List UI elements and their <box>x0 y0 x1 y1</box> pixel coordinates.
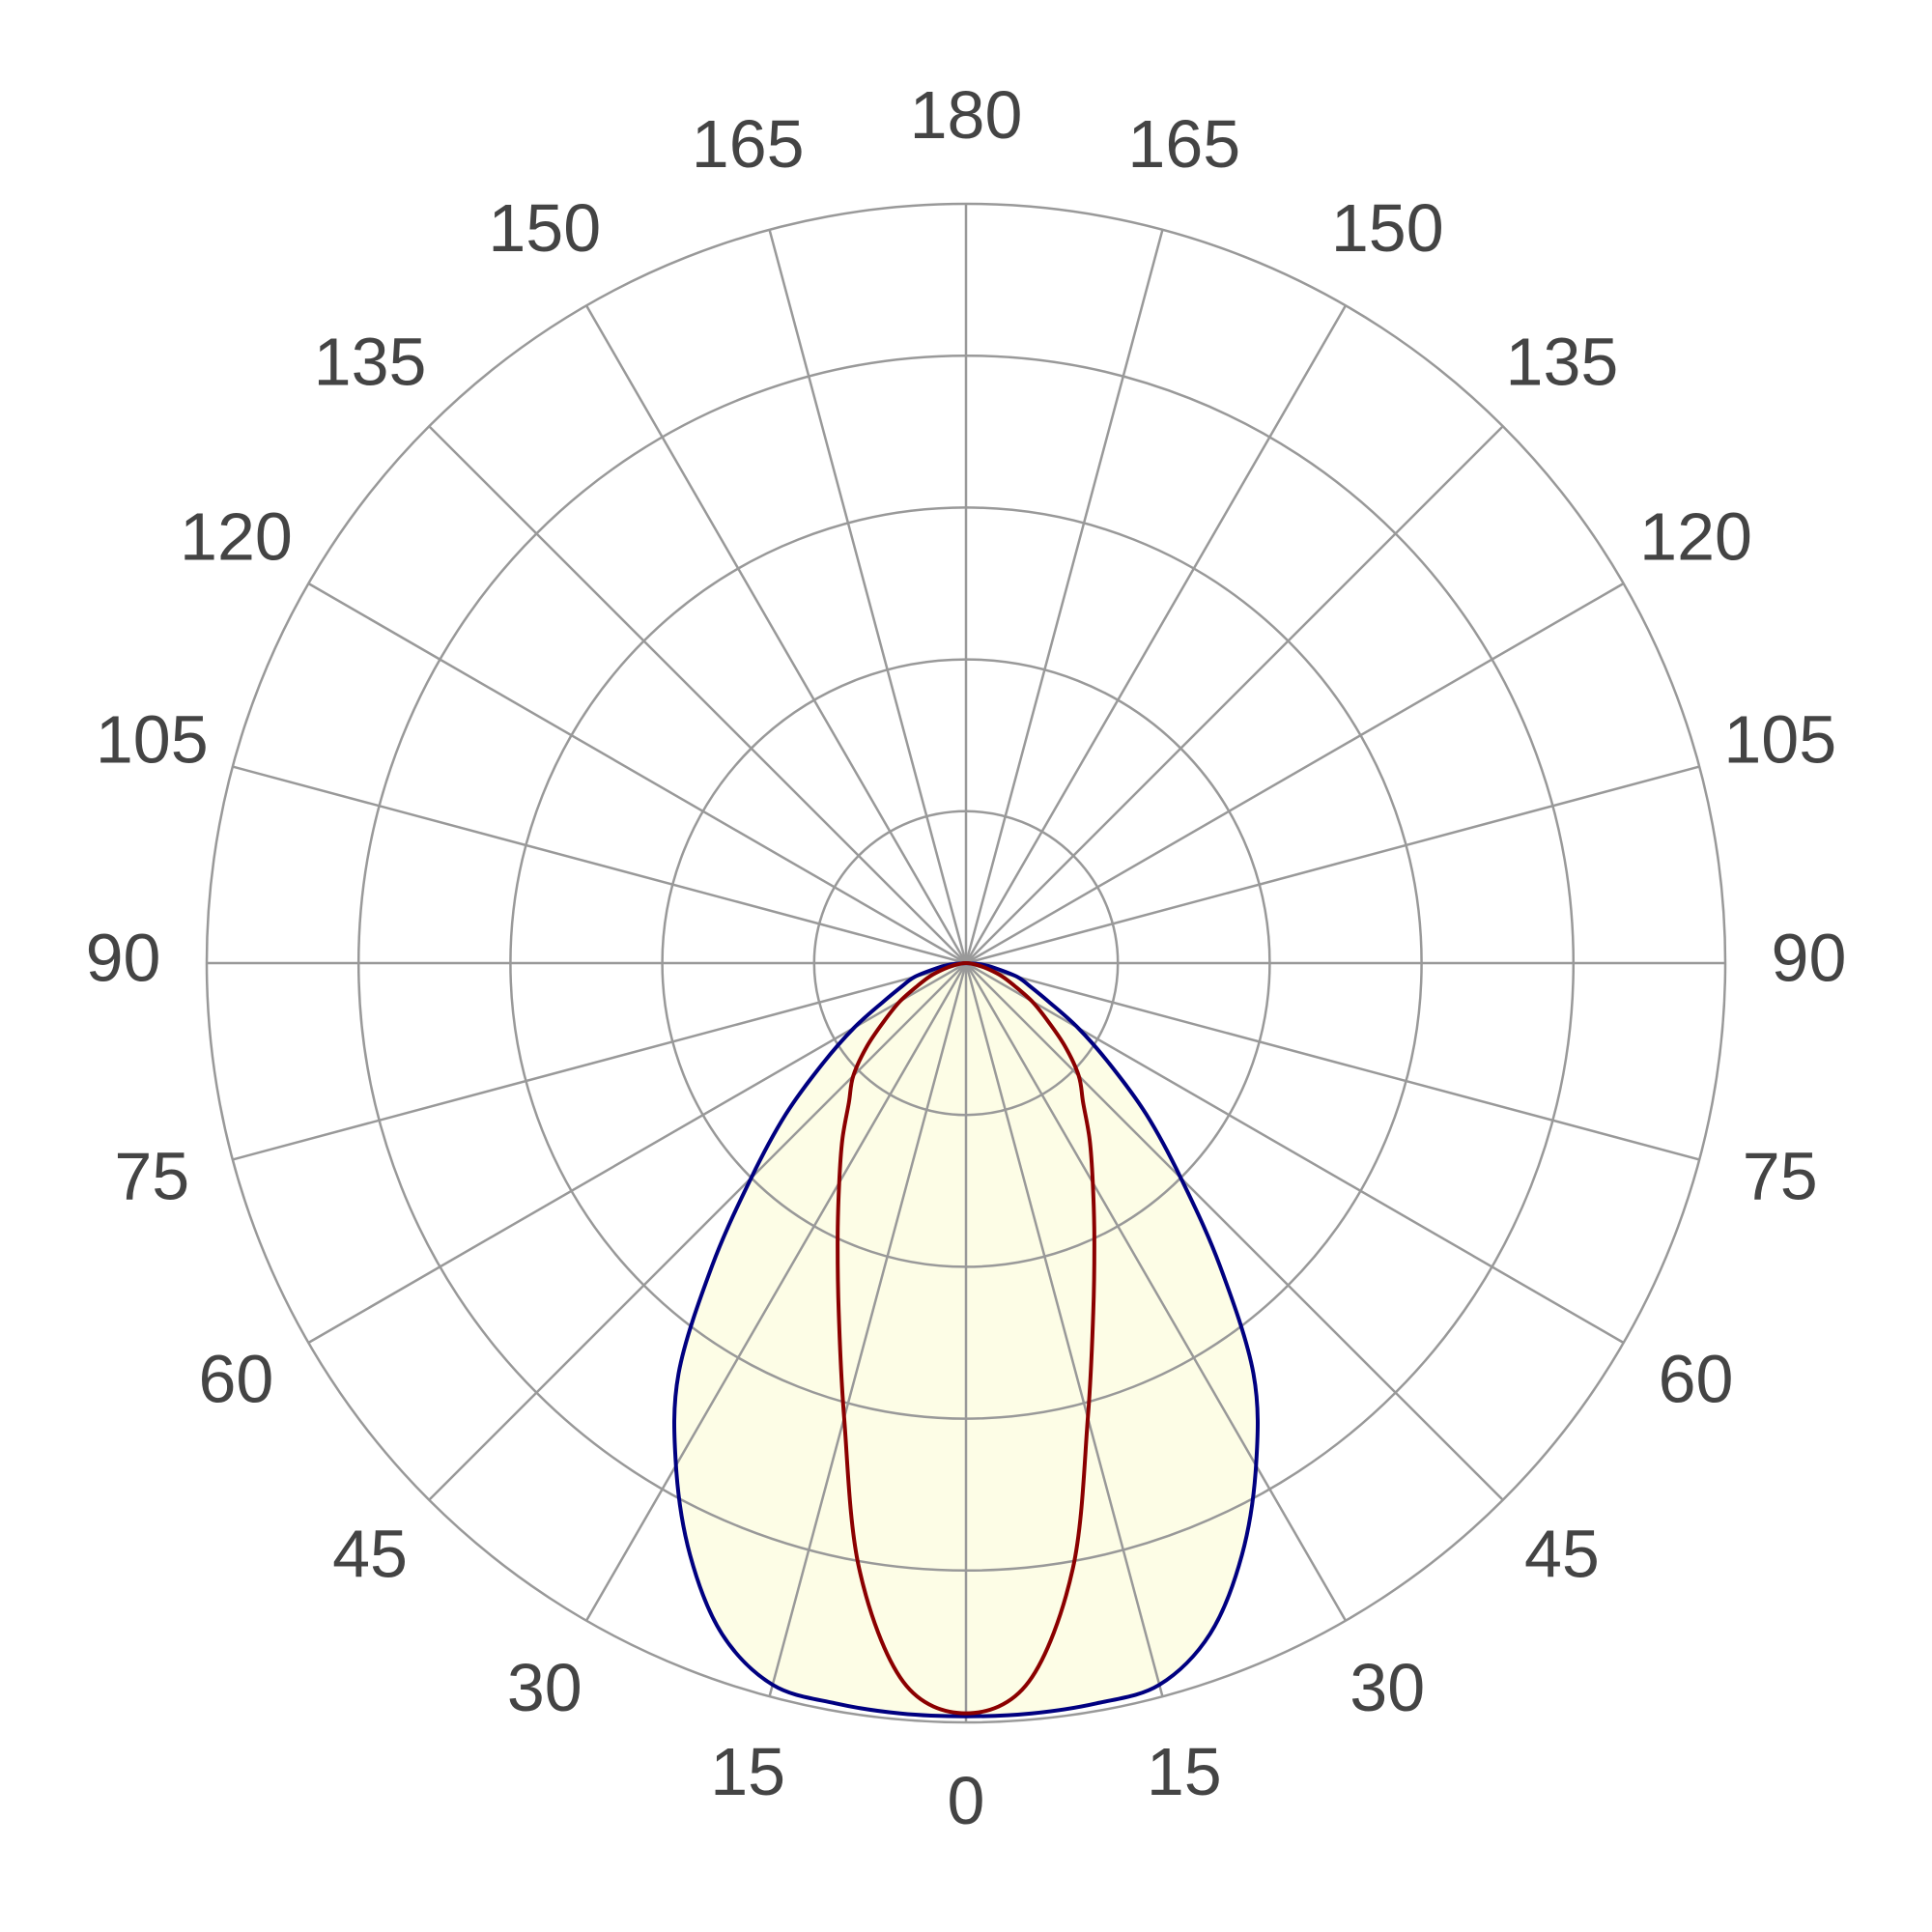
spoke <box>965 425 1504 964</box>
angle-label: 120 <box>1639 498 1752 574</box>
angle-label: 135 <box>1506 325 1619 400</box>
angle-label: 90 <box>86 920 161 995</box>
angle-label: 0 <box>948 1763 985 1838</box>
angle-label: 165 <box>1127 106 1240 182</box>
spoke <box>964 962 1348 1622</box>
spoke <box>964 962 1164 1697</box>
angle-label: 45 <box>1524 1516 1600 1591</box>
curve <box>672 960 1260 1719</box>
angle-label: 45 <box>332 1516 408 1591</box>
angle-label: 105 <box>96 702 209 778</box>
spoke <box>964 304 1348 964</box>
spoke <box>965 962 1504 1501</box>
spoke <box>768 229 968 964</box>
spoke <box>584 304 968 964</box>
angle-label: 60 <box>1659 1342 1734 1417</box>
angle-label: 150 <box>1331 190 1444 266</box>
angle-label: 120 <box>180 498 293 574</box>
spoke <box>964 229 1164 964</box>
angle-label: 150 <box>488 190 601 266</box>
angle-label: 165 <box>692 106 805 182</box>
angle-label: 135 <box>314 325 427 400</box>
spoke <box>965 961 1700 1161</box>
spoke <box>965 582 1625 965</box>
angle-label: 30 <box>507 1650 582 1725</box>
angle-label: 60 <box>198 1342 273 1417</box>
spoke <box>428 425 967 964</box>
angle-label: 90 <box>1772 920 1847 995</box>
spoke <box>307 582 967 965</box>
spoke <box>428 962 967 1501</box>
spoke <box>232 961 967 1161</box>
angle-label: 30 <box>1350 1650 1425 1725</box>
angle-label: 15 <box>710 1734 785 1809</box>
spoke <box>768 962 968 1697</box>
angle-label: 105 <box>1723 702 1836 778</box>
spoke <box>584 962 968 1622</box>
angle-label: 75 <box>1743 1138 1818 1213</box>
spoke <box>232 765 967 965</box>
spoke <box>965 765 1700 965</box>
angle-label: 180 <box>910 77 1023 153</box>
curve <box>836 960 1096 1716</box>
angle-label: 15 <box>1147 1734 1222 1809</box>
angle-label: 75 <box>114 1138 189 1213</box>
